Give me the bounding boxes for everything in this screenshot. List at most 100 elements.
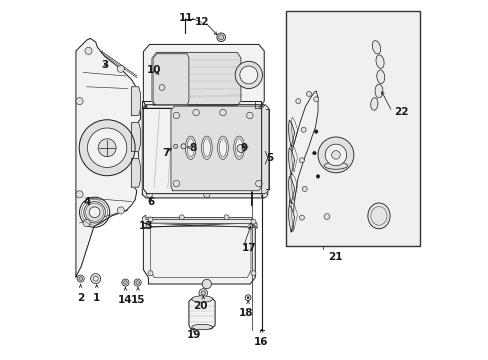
Circle shape bbox=[255, 180, 262, 187]
Circle shape bbox=[331, 150, 340, 159]
Circle shape bbox=[261, 191, 267, 198]
Circle shape bbox=[89, 207, 100, 218]
Circle shape bbox=[192, 109, 199, 116]
Polygon shape bbox=[287, 205, 294, 232]
Circle shape bbox=[218, 35, 223, 40]
Ellipse shape bbox=[376, 70, 384, 84]
Circle shape bbox=[83, 220, 90, 226]
Circle shape bbox=[199, 289, 207, 297]
Polygon shape bbox=[287, 120, 294, 147]
Polygon shape bbox=[142, 215, 257, 228]
Circle shape bbox=[203, 191, 210, 198]
Circle shape bbox=[217, 33, 225, 41]
Circle shape bbox=[299, 215, 304, 220]
Polygon shape bbox=[143, 44, 264, 108]
Circle shape bbox=[134, 279, 141, 286]
Circle shape bbox=[203, 105, 210, 112]
Circle shape bbox=[159, 85, 164, 90]
Circle shape bbox=[317, 137, 353, 173]
Circle shape bbox=[201, 291, 205, 295]
Polygon shape bbox=[131, 87, 140, 116]
Ellipse shape bbox=[235, 139, 242, 157]
Circle shape bbox=[202, 279, 211, 289]
Ellipse shape bbox=[187, 139, 194, 157]
Circle shape bbox=[79, 120, 135, 176]
Circle shape bbox=[173, 144, 178, 148]
Circle shape bbox=[148, 271, 153, 276]
Text: 14: 14 bbox=[118, 296, 132, 306]
Circle shape bbox=[312, 151, 316, 155]
Text: 16: 16 bbox=[253, 337, 267, 347]
Circle shape bbox=[90, 274, 101, 284]
Text: 19: 19 bbox=[187, 330, 201, 340]
Text: 9: 9 bbox=[241, 143, 247, 153]
Circle shape bbox=[306, 91, 311, 96]
Circle shape bbox=[136, 281, 139, 284]
Circle shape bbox=[80, 197, 109, 227]
Circle shape bbox=[83, 202, 105, 223]
Polygon shape bbox=[289, 91, 317, 231]
Circle shape bbox=[93, 276, 98, 281]
Circle shape bbox=[324, 214, 329, 220]
Circle shape bbox=[224, 215, 228, 220]
Polygon shape bbox=[153, 54, 188, 105]
Circle shape bbox=[76, 191, 83, 198]
Circle shape bbox=[219, 109, 226, 116]
Ellipse shape bbox=[367, 203, 389, 229]
Text: 20: 20 bbox=[193, 301, 207, 311]
Polygon shape bbox=[287, 148, 294, 175]
Ellipse shape bbox=[191, 324, 212, 330]
Circle shape bbox=[117, 207, 124, 214]
Bar bbox=[285, 12, 419, 246]
Polygon shape bbox=[261, 105, 268, 194]
Ellipse shape bbox=[219, 139, 226, 157]
Circle shape bbox=[299, 158, 304, 163]
Ellipse shape bbox=[374, 84, 382, 98]
Circle shape bbox=[261, 105, 267, 112]
Text: 21: 21 bbox=[327, 252, 342, 262]
Circle shape bbox=[235, 61, 262, 89]
Circle shape bbox=[302, 186, 306, 192]
Circle shape bbox=[173, 180, 179, 187]
Polygon shape bbox=[76, 39, 140, 277]
Circle shape bbox=[117, 65, 124, 72]
Text: 12: 12 bbox=[195, 17, 209, 27]
Ellipse shape bbox=[233, 136, 244, 159]
Text: 6: 6 bbox=[147, 197, 155, 207]
Text: 7: 7 bbox=[162, 148, 169, 158]
Ellipse shape bbox=[370, 98, 377, 110]
Circle shape bbox=[246, 297, 249, 299]
Circle shape bbox=[313, 97, 318, 102]
Text: 11: 11 bbox=[179, 13, 193, 23]
Circle shape bbox=[316, 175, 319, 178]
Ellipse shape bbox=[217, 136, 228, 159]
Circle shape bbox=[122, 279, 129, 286]
Circle shape bbox=[146, 105, 152, 112]
Circle shape bbox=[250, 219, 255, 224]
Polygon shape bbox=[131, 123, 140, 151]
Circle shape bbox=[77, 275, 84, 282]
Circle shape bbox=[301, 127, 305, 132]
Circle shape bbox=[325, 144, 346, 166]
Text: 18: 18 bbox=[239, 309, 253, 318]
Polygon shape bbox=[287, 176, 294, 203]
Circle shape bbox=[173, 112, 179, 119]
Polygon shape bbox=[142, 101, 260, 108]
Text: 10: 10 bbox=[147, 64, 161, 75]
Ellipse shape bbox=[191, 296, 212, 302]
Text: 17: 17 bbox=[241, 243, 256, 253]
Circle shape bbox=[295, 99, 300, 104]
Text: 8: 8 bbox=[188, 143, 196, 153]
Polygon shape bbox=[143, 105, 265, 194]
Circle shape bbox=[237, 144, 244, 152]
Polygon shape bbox=[143, 223, 255, 284]
Circle shape bbox=[179, 215, 184, 220]
Circle shape bbox=[314, 130, 317, 134]
Polygon shape bbox=[171, 106, 261, 191]
Polygon shape bbox=[143, 218, 255, 227]
Ellipse shape bbox=[324, 162, 347, 169]
Circle shape bbox=[123, 281, 127, 284]
Ellipse shape bbox=[371, 41, 380, 54]
Ellipse shape bbox=[201, 136, 212, 159]
Text: 22: 22 bbox=[394, 107, 408, 117]
